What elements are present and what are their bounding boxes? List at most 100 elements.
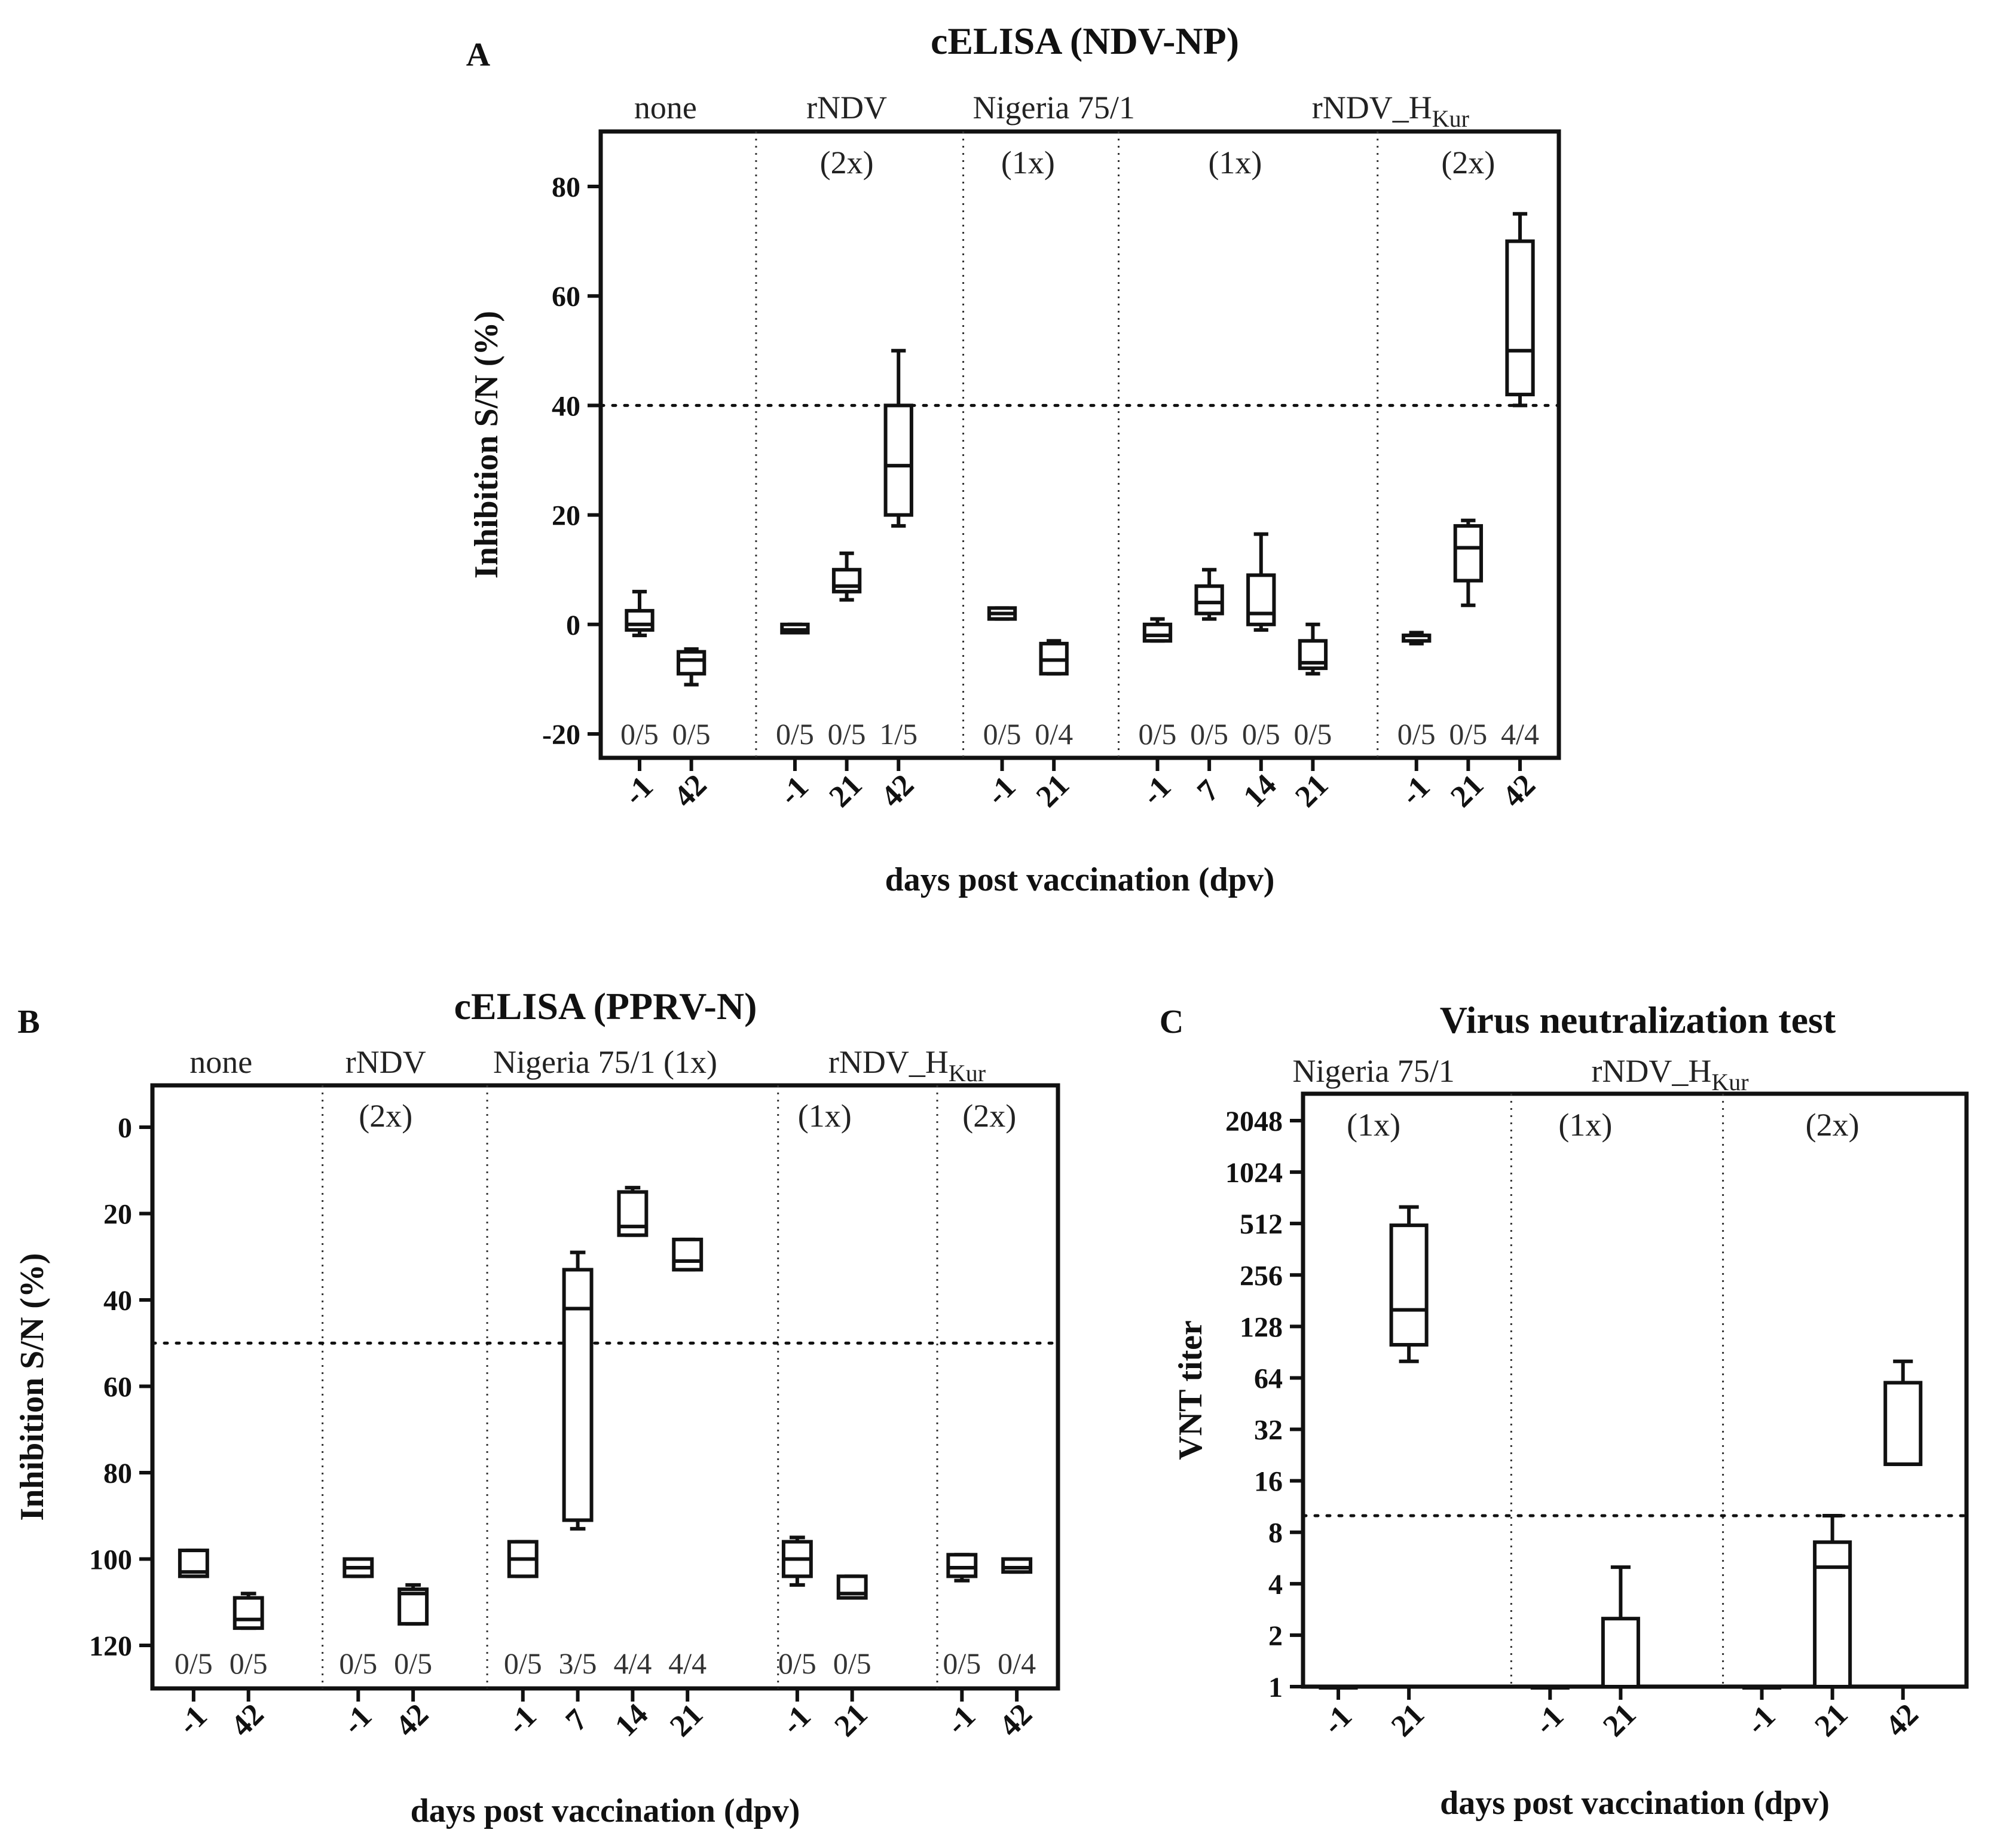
dose-label: (2x) bbox=[962, 1098, 1016, 1134]
plot-frame bbox=[598, 129, 1561, 760]
ratio-label: 4/4 bbox=[613, 1647, 652, 1680]
ratio-label: 0/5 bbox=[339, 1647, 377, 1680]
group-label: none bbox=[189, 1044, 252, 1080]
dose-label: (1x) bbox=[798, 1098, 852, 1134]
y-tick-label: 120 bbox=[89, 1630, 132, 1662]
y-tick-label: 100 bbox=[89, 1544, 132, 1576]
x-tick-label: -1 bbox=[1394, 770, 1437, 812]
box-21: 21 bbox=[1597, 1565, 1643, 1743]
dose-label: (2x) bbox=[1806, 1107, 1860, 1143]
panel-C: C Virus neutralization test 1 2 4 8 16 32 64 128 2… bbox=[1160, 999, 1969, 1822]
box--1: -1 0/5 bbox=[501, 1540, 543, 1742]
x-tick-label: -1 bbox=[1739, 1699, 1782, 1742]
group-label: Nigeria 75/1 (1x) bbox=[493, 1044, 717, 1080]
group-label: rNDV bbox=[806, 90, 887, 126]
ratio-label: 0/4 bbox=[1035, 717, 1073, 751]
x-tick-label: 42 bbox=[993, 1697, 1039, 1743]
y-tick-label: 2 bbox=[1268, 1620, 1283, 1652]
box-14: 14 0/5 bbox=[1237, 532, 1283, 814]
x-tick-label: -1 bbox=[775, 1699, 818, 1742]
x-axis-label: days post vaccination (dpv) bbox=[885, 861, 1275, 898]
ratio-label: 0/5 bbox=[504, 1647, 542, 1680]
y-tick-label: 40 bbox=[552, 390, 580, 422]
dose-label: (1x) bbox=[1001, 145, 1055, 180]
x-tick-label: 42 bbox=[874, 768, 920, 814]
chart-title: Virus neutralization test bbox=[1440, 999, 1836, 1041]
x-tick-label: 14 bbox=[608, 1697, 655, 1743]
x-tick-label: 21 bbox=[663, 1697, 709, 1743]
ratio-label: 0/5 bbox=[776, 717, 814, 751]
x-tick-label: -1 bbox=[172, 1699, 214, 1742]
x-tick-label: 7 bbox=[559, 1703, 595, 1738]
chart-title: cELISA (PPRV-N) bbox=[454, 985, 757, 1027]
x-tick-label: 21 bbox=[1030, 768, 1076, 814]
dose-label: (1x) bbox=[1347, 1107, 1400, 1143]
panel-letter-C: C bbox=[1160, 1003, 1183, 1041]
box--1: -1 0/5 bbox=[940, 1553, 982, 1742]
ratio-label: 0/5 bbox=[1190, 717, 1228, 751]
plot-frame bbox=[1301, 1091, 1969, 1689]
x-tick-label: 21 bbox=[1289, 768, 1335, 814]
box-iqr bbox=[831, 568, 862, 593]
box-iqr bbox=[233, 1596, 264, 1630]
box--1: -1 bbox=[1528, 1685, 1570, 1742]
ratio-label: 3/5 bbox=[559, 1647, 597, 1680]
y-tick-label: 20 bbox=[552, 500, 580, 532]
x-tick-label: 21 bbox=[828, 1697, 874, 1743]
x-tick-label: 21 bbox=[1597, 1697, 1643, 1743]
group-label: rNDV bbox=[345, 1044, 426, 1080]
box-21: 21 0/5 bbox=[1444, 518, 1490, 814]
ratio-label: 0/5 bbox=[943, 1647, 981, 1680]
box--1: -1 0/5 bbox=[1394, 631, 1437, 812]
group-label: rNDV_HKur bbox=[828, 1044, 986, 1087]
box--1: -1 0/5 bbox=[773, 622, 815, 812]
box--1: -1 0/5 bbox=[172, 1549, 214, 1742]
group-label: Nigeria 75/1 bbox=[1292, 1053, 1454, 1089]
ratio-label: 0/5 bbox=[620, 717, 659, 751]
x-tick-label: -1 bbox=[617, 770, 660, 812]
box--1: -1 bbox=[1739, 1685, 1782, 1742]
y-tick-label: 0 bbox=[566, 610, 580, 641]
x-tick-label: -1 bbox=[1528, 1699, 1570, 1742]
box-iqr bbox=[1453, 524, 1484, 583]
y-axis-label: Inhibition S/N (%) bbox=[14, 1253, 51, 1520]
panel-letter-A: A bbox=[466, 36, 491, 74]
y-tick-label: 512 bbox=[1240, 1208, 1283, 1240]
ratio-label: 0/5 bbox=[230, 1647, 268, 1680]
x-tick-label: -1 bbox=[940, 1699, 982, 1742]
x-tick-label: 7 bbox=[1191, 773, 1226, 809]
box-iqr bbox=[1246, 573, 1276, 626]
y-tick-label: 60 bbox=[103, 1372, 132, 1403]
y-tick-label: 0 bbox=[118, 1112, 132, 1144]
box-21: 21 bbox=[1808, 1514, 1855, 1743]
ratio-label: 4/4 bbox=[1501, 717, 1539, 751]
y-tick-label: 80 bbox=[103, 1458, 132, 1489]
box-21: 21 0/5 bbox=[1289, 622, 1335, 814]
ratio-label: 0/5 bbox=[983, 717, 1022, 751]
plot-frame bbox=[150, 1083, 1060, 1691]
box-iqr bbox=[1505, 239, 1535, 397]
dose-label: (1x) bbox=[1208, 145, 1262, 180]
y-tick-label: 1 bbox=[1268, 1672, 1283, 1703]
box-iqr bbox=[1601, 1617, 1640, 1689]
box--1: -1 0/5 bbox=[775, 1535, 818, 1742]
x-tick-label: -1 bbox=[980, 770, 1022, 812]
y-axis-label: Inhibition S/N (%) bbox=[468, 311, 505, 579]
box-21: 21 0/5 bbox=[828, 1574, 874, 1743]
box-21: 21 bbox=[1385, 1205, 1431, 1743]
ratio-label: 0/5 bbox=[778, 1647, 816, 1680]
box-iqr bbox=[676, 650, 707, 676]
y-tick-label: 8 bbox=[1268, 1517, 1283, 1549]
ratio-label: 0/5 bbox=[1139, 717, 1177, 751]
group-label: none bbox=[634, 90, 697, 126]
box-42: 42 0/4 bbox=[993, 1557, 1039, 1743]
ratio-label: 0/5 bbox=[1397, 717, 1436, 751]
y-tick-label: 40 bbox=[103, 1285, 132, 1317]
dose-label: (2x) bbox=[359, 1098, 412, 1134]
y-tick-label: 20 bbox=[103, 1199, 132, 1231]
box-iqr bbox=[1001, 1557, 1033, 1574]
x-tick-label: 21 bbox=[822, 768, 868, 814]
y-tick-label: 64 bbox=[1254, 1363, 1283, 1394]
